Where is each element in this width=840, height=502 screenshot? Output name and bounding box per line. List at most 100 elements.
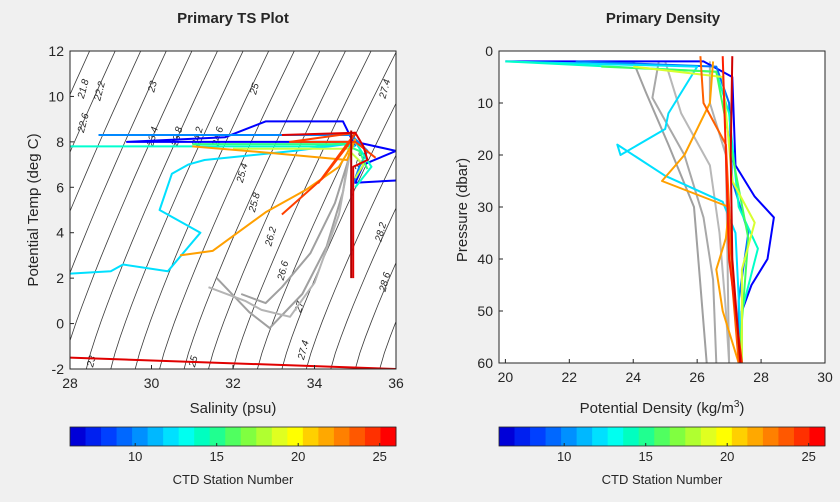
colorbar-tick-label: 20 <box>720 449 734 464</box>
isopycnal-line <box>134 51 270 369</box>
density-series-line <box>601 65 750 363</box>
colorbar-swatch <box>545 427 562 446</box>
ts-x-ticks: 28 30 32 34 36 <box>62 365 404 391</box>
ts-series-line <box>208 146 353 318</box>
density-series-line <box>632 61 708 363</box>
isopycnal-line <box>305 154 396 369</box>
ts-series-line <box>179 138 357 257</box>
colorbar-swatch <box>225 427 242 446</box>
ts-x-tick-label: 36 <box>388 375 404 391</box>
ts-y-tick-label: 10 <box>48 88 64 104</box>
density-x-tick-label: 22 <box>562 369 578 385</box>
isopycnal-line <box>354 261 396 369</box>
ts-x-tick-label: 30 <box>144 375 160 391</box>
ts-y-tick-label: 4 <box>56 225 64 241</box>
ts-y-tick-label: 8 <box>56 134 64 150</box>
isopycnal-label: 26.6 <box>275 259 291 282</box>
isopycnal-line <box>183 51 321 369</box>
isopycnal-label: 25.8 <box>247 191 263 214</box>
colorbar-swatch <box>592 427 609 446</box>
ts-y-axis-label: Potential Temp (deg C) <box>25 133 42 286</box>
colorbar-swatch <box>349 427 366 446</box>
isopycnal-line <box>85 51 218 369</box>
colorbar-swatch <box>209 427 226 446</box>
colorbar-swatch <box>530 427 547 446</box>
density-series-line <box>651 61 718 363</box>
ts-y-tick-label: -2 <box>52 361 65 377</box>
colorbar-swatch <box>271 427 288 446</box>
isopycnal-line <box>330 207 396 369</box>
colorbar-tick-label: 25 <box>372 449 386 464</box>
density-y-ticks: 0 10 20 30 40 50 60 <box>477 43 503 371</box>
right-colorbar-label: CTD Station Number <box>602 472 723 487</box>
density-x-tick-label: 20 <box>498 369 514 385</box>
ts-series-line <box>281 131 369 279</box>
density-x-ticks: 20 22 24 26 28 30 <box>498 359 833 385</box>
colorbar-swatch <box>561 427 578 446</box>
colorbar-tick-label: 20 <box>291 449 305 464</box>
ts-series-line <box>233 147 365 179</box>
density-y-axis-label: Pressure (dbar) <box>454 158 471 262</box>
ts-series-line <box>70 143 356 275</box>
colorbar-swatch <box>731 427 748 446</box>
colorbar-swatch <box>607 427 624 446</box>
colorbar-swatch <box>256 427 273 446</box>
isopycnal-label: 28.6 <box>377 271 393 294</box>
colorbar-tick-label: 10 <box>557 449 571 464</box>
isopycnal-label: 22.6 <box>76 112 92 135</box>
colorbar-swatch <box>194 427 211 446</box>
ts-plot-area <box>70 51 396 369</box>
isopycnal-line <box>232 51 372 369</box>
ts-series-group <box>70 120 396 369</box>
colorbar-swatch <box>499 427 516 446</box>
colorbar-swatch <box>287 427 304 446</box>
colorbar-swatch <box>778 427 795 446</box>
left-colorbar: 10 15 20 25 <box>69 426 397 464</box>
isopycnal-label: 25 <box>248 82 262 97</box>
isopycnal-line <box>70 51 116 154</box>
colorbar-swatch <box>716 427 733 446</box>
density-x-tick-label: 24 <box>625 369 641 385</box>
isopycnal-label: 22.2 <box>92 80 108 103</box>
isopycnal-label: 27 <box>293 300 307 315</box>
density-y-tick-label: 0 <box>485 43 493 59</box>
colorbar-swatch <box>762 427 779 446</box>
isopycnal-line <box>110 51 244 369</box>
ts-y-tick-label: 12 <box>48 43 64 59</box>
colorbar-border <box>498 426 826 447</box>
colorbar-swatch <box>318 427 335 446</box>
ts-plot-title: Primary TS Plot <box>177 10 289 27</box>
density-series-group <box>505 56 775 363</box>
density-series-line <box>633 65 756 363</box>
colorbar-tick-label: 15 <box>209 449 223 464</box>
colorbar-swatch <box>700 427 717 446</box>
density-x-tick-label: 26 <box>689 369 705 385</box>
ts-y-ticks: -2 0 2 4 6 8 10 12 <box>48 43 74 377</box>
ts-x-tick-label: 32 <box>225 375 241 391</box>
ts-series-line <box>281 131 377 216</box>
colorbar-swatch <box>685 427 702 446</box>
colorbar-swatch <box>654 427 671 446</box>
density-y-tick-label: 50 <box>477 303 493 319</box>
isopycnal-label: 28.2 <box>373 221 389 244</box>
density-y-tick-label: 40 <box>477 251 493 267</box>
ts-x-tick-label: 28 <box>62 375 78 391</box>
colorbar-swatch <box>147 427 164 446</box>
density-y-tick-label: 10 <box>477 95 493 111</box>
colorbar-tick-label: 15 <box>638 449 652 464</box>
colorbar-swatch <box>85 427 102 446</box>
colorbar-swatch <box>576 427 593 446</box>
left-colorbar-label: CTD Station Number <box>173 472 294 487</box>
colorbar-swatch <box>132 427 149 446</box>
isopycnal-label: 27.4 <box>296 339 312 362</box>
colorbar-swatch <box>364 427 381 446</box>
density-series-line <box>729 56 742 363</box>
ts-x-tick-label: 34 <box>307 375 323 391</box>
ts-series-line <box>240 150 353 305</box>
isopycnal-label: 25.4 <box>235 162 251 185</box>
ts-series-line <box>70 356 396 369</box>
colorbar-swatch <box>302 427 319 446</box>
isopycnal-line <box>70 51 167 274</box>
colorbar-border <box>69 426 397 447</box>
